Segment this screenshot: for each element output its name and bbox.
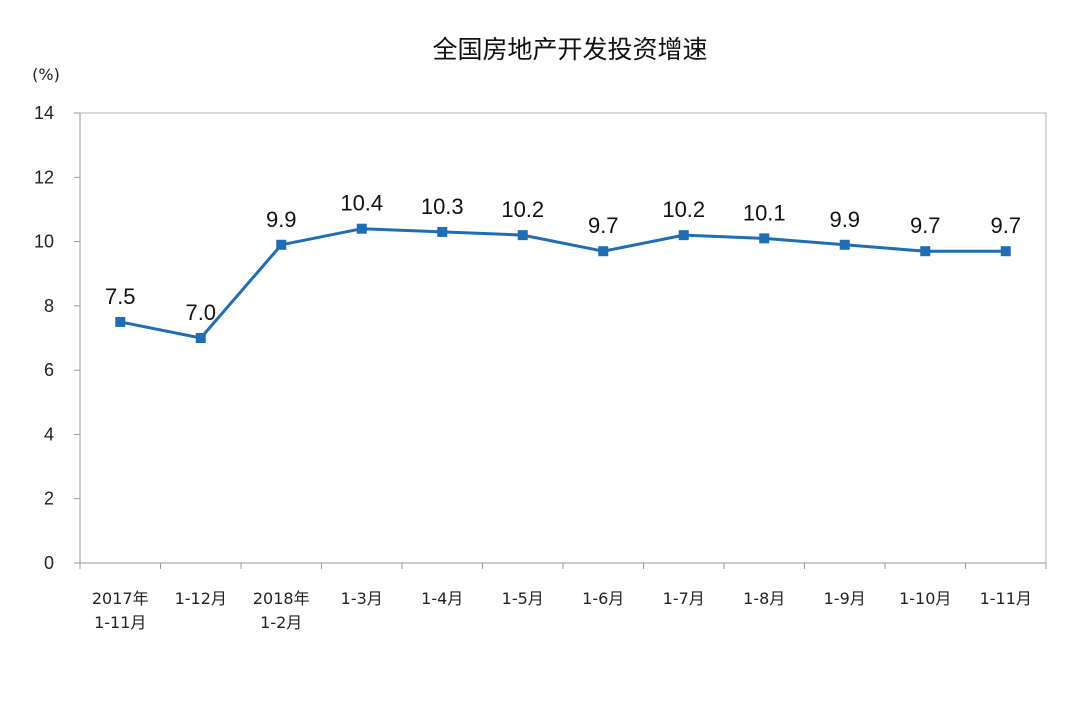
- data-point-marker: [517, 230, 528, 241]
- data-label: 10.2: [501, 197, 544, 222]
- data-label: 9.7: [588, 213, 619, 238]
- y-tick-label: 14: [34, 103, 54, 123]
- data-point-marker: [115, 316, 126, 327]
- data-labels: 7.5 7.0 9.9 10.4 10.3 10.2 9.7 10.2 10.1 9.9 9.7 9.…: [105, 191, 1021, 325]
- data-point-marker: [276, 239, 287, 250]
- y-axis-unit-label: (%): [32, 65, 60, 84]
- x-tick-label: 1-9月: [824, 589, 866, 608]
- data-label: 10.1: [743, 200, 786, 225]
- x-tick-label: 1-11月: [94, 613, 146, 632]
- data-label: 9.7: [910, 213, 941, 238]
- y-axis-ticks: 0 2 4 6 8 10 12 14: [34, 103, 80, 573]
- series-line-group: [115, 223, 1011, 343]
- data-label: 9.9: [829, 207, 860, 232]
- x-tick-label: 1-5月: [502, 589, 544, 608]
- y-tick-label: 6: [44, 360, 54, 380]
- data-label: 10.3: [421, 194, 464, 219]
- y-tick-label: 0: [44, 553, 54, 573]
- axes: [79, 113, 1046, 564]
- x-tick-label: 1-11月: [980, 589, 1032, 608]
- data-point-marker: [356, 223, 367, 234]
- data-label: 9.9: [266, 207, 297, 232]
- data-point-marker: [759, 233, 770, 244]
- x-tick-label: 1-8月: [743, 589, 785, 608]
- data-label: 7.0: [185, 300, 216, 325]
- x-tick-label: 1-2月: [260, 613, 302, 632]
- data-point-marker: [195, 333, 206, 343]
- data-point-marker: [920, 246, 931, 257]
- y-tick-label: 10: [34, 232, 54, 252]
- data-point-marker: [598, 246, 609, 257]
- y-tick-label: 12: [34, 167, 54, 187]
- x-tick-label: 1-7月: [663, 589, 705, 608]
- y-tick-label: 2: [44, 489, 54, 509]
- x-tick-label: 1-10月: [899, 589, 951, 608]
- x-tick-label: 2018年: [253, 589, 310, 608]
- x-tick-label: 1-6月: [582, 589, 624, 608]
- x-tick-label: 1-4月: [421, 589, 463, 608]
- data-label: 10.2: [662, 197, 705, 222]
- data-label: 10.4: [340, 191, 383, 216]
- x-tick-label: 1-3月: [341, 589, 383, 608]
- y-tick-label: 4: [44, 424, 54, 444]
- x-axis-ticks: 2017年 1-11月 1-12月 2018年 1-2月 1-3月 1-4月 1-5月 1-6月…: [79, 563, 1047, 632]
- data-point-marker: [1000, 246, 1011, 257]
- data-label: 9.7: [990, 213, 1021, 238]
- y-tick-label: 8: [44, 296, 54, 316]
- chart-title: 全国房地产开发投资增速: [432, 35, 707, 64]
- data-point-marker: [678, 230, 689, 241]
- x-tick-label: 2017年: [92, 589, 149, 608]
- plot-area-frame: [79, 112, 1047, 564]
- series-line: [120, 227, 1006, 340]
- data-point-marker: [437, 226, 448, 237]
- data-label: 7.5: [105, 284, 136, 309]
- x-tick-label: 1-12月: [175, 589, 227, 608]
- data-point-marker: [839, 239, 850, 250]
